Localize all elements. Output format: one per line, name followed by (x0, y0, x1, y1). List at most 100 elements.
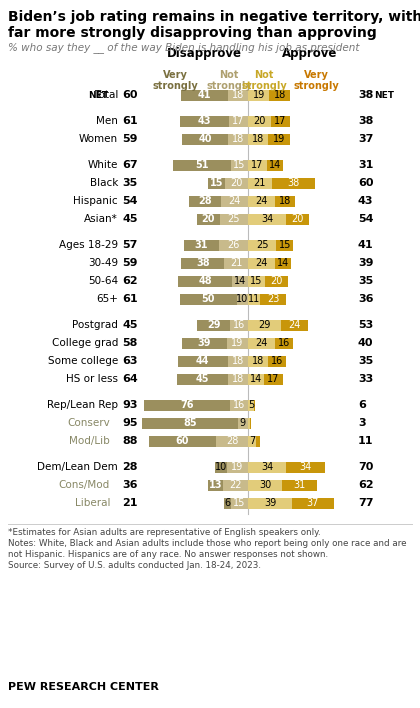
FancyBboxPatch shape (226, 462, 248, 472)
Text: 21: 21 (254, 178, 266, 188)
Text: HS or less: HS or less (66, 374, 118, 384)
Text: PEW RESEARCH CENTER: PEW RESEARCH CENTER (8, 682, 159, 692)
Text: 16: 16 (233, 320, 245, 330)
Text: 40: 40 (198, 134, 212, 144)
FancyBboxPatch shape (221, 195, 248, 207)
Text: 30-49: 30-49 (88, 258, 118, 268)
FancyBboxPatch shape (272, 178, 315, 188)
Text: 15: 15 (234, 498, 246, 508)
FancyBboxPatch shape (248, 418, 250, 428)
FancyBboxPatch shape (264, 374, 283, 384)
Text: 17: 17 (274, 116, 286, 126)
FancyBboxPatch shape (248, 195, 275, 207)
Text: 19: 19 (231, 462, 244, 472)
FancyBboxPatch shape (149, 435, 216, 447)
Text: 18: 18 (273, 90, 286, 100)
FancyBboxPatch shape (208, 178, 226, 188)
FancyBboxPatch shape (254, 399, 255, 411)
Text: 19: 19 (252, 90, 265, 100)
FancyBboxPatch shape (248, 355, 268, 367)
Text: 14: 14 (269, 160, 281, 170)
FancyBboxPatch shape (248, 258, 275, 268)
Text: 36: 36 (123, 480, 138, 490)
Text: 45: 45 (195, 374, 209, 384)
Text: 18: 18 (232, 90, 244, 100)
Text: 62: 62 (358, 480, 374, 490)
Text: 61: 61 (122, 116, 138, 126)
Text: 62: 62 (122, 276, 138, 286)
Text: 6: 6 (358, 400, 366, 410)
Text: 34: 34 (261, 462, 273, 472)
Text: 17: 17 (267, 374, 280, 384)
Text: 18: 18 (252, 134, 264, 144)
FancyBboxPatch shape (248, 374, 264, 384)
FancyBboxPatch shape (275, 195, 295, 207)
Text: 54: 54 (123, 196, 138, 206)
FancyBboxPatch shape (229, 115, 248, 127)
Text: 44: 44 (196, 356, 210, 366)
Text: 14: 14 (277, 258, 289, 268)
Text: 25: 25 (256, 240, 268, 250)
FancyBboxPatch shape (248, 338, 275, 348)
FancyBboxPatch shape (248, 498, 292, 508)
FancyBboxPatch shape (208, 479, 223, 491)
Text: Very
strongly: Very strongly (293, 70, 339, 91)
FancyBboxPatch shape (265, 275, 288, 287)
Text: 5: 5 (248, 400, 254, 410)
Text: Very
strongly: Very strongly (152, 70, 198, 91)
Text: 21: 21 (123, 498, 138, 508)
Text: 21: 21 (230, 258, 242, 268)
Text: 40: 40 (358, 338, 373, 348)
Text: 16: 16 (278, 338, 290, 348)
Text: 38: 38 (358, 90, 373, 100)
FancyBboxPatch shape (256, 435, 260, 447)
Text: 45: 45 (123, 320, 138, 330)
Text: 35: 35 (123, 178, 138, 188)
Text: Notes: White, Black and Asian adults include those who report being only one rac: Notes: White, Black and Asian adults inc… (8, 539, 407, 548)
FancyBboxPatch shape (270, 89, 290, 101)
Text: 37: 37 (358, 134, 373, 144)
FancyBboxPatch shape (248, 239, 276, 251)
Text: 24: 24 (255, 196, 268, 206)
Text: 28: 28 (226, 436, 239, 446)
Text: NET: NET (88, 91, 108, 100)
FancyBboxPatch shape (231, 498, 248, 508)
Text: 16: 16 (233, 400, 245, 410)
Text: Asian*: Asian* (84, 214, 118, 224)
Text: 59: 59 (123, 134, 138, 144)
Text: 11: 11 (358, 436, 373, 446)
FancyBboxPatch shape (177, 374, 228, 384)
Text: 16: 16 (271, 356, 284, 366)
Text: % who say they __ of the way Biden is handling his job as president: % who say they __ of the way Biden is ha… (8, 42, 360, 53)
FancyBboxPatch shape (230, 319, 248, 331)
FancyBboxPatch shape (248, 134, 268, 144)
Text: 6: 6 (225, 498, 231, 508)
FancyBboxPatch shape (224, 498, 231, 508)
Text: 45: 45 (123, 214, 138, 224)
Text: 24: 24 (288, 320, 301, 330)
FancyBboxPatch shape (237, 294, 248, 304)
Text: 63: 63 (123, 356, 138, 366)
Text: 60: 60 (176, 436, 189, 446)
FancyBboxPatch shape (228, 355, 248, 367)
Text: 10: 10 (215, 462, 227, 472)
Text: 50: 50 (202, 294, 215, 304)
Text: 15: 15 (250, 276, 262, 286)
Text: 37: 37 (307, 498, 319, 508)
Text: 26: 26 (227, 240, 239, 250)
FancyBboxPatch shape (248, 214, 286, 224)
Text: 39: 39 (264, 498, 276, 508)
Text: 20: 20 (270, 276, 282, 286)
FancyBboxPatch shape (248, 89, 270, 101)
Text: 43: 43 (358, 196, 373, 206)
FancyBboxPatch shape (226, 338, 248, 348)
FancyBboxPatch shape (181, 89, 228, 101)
Text: 24: 24 (228, 196, 241, 206)
FancyBboxPatch shape (238, 418, 248, 428)
Text: 53: 53 (358, 320, 373, 330)
Text: 20: 20 (253, 116, 265, 126)
FancyBboxPatch shape (267, 159, 283, 171)
Text: Postgrad: Postgrad (72, 320, 118, 330)
Text: 39: 39 (198, 338, 211, 348)
Text: 28: 28 (198, 196, 212, 206)
